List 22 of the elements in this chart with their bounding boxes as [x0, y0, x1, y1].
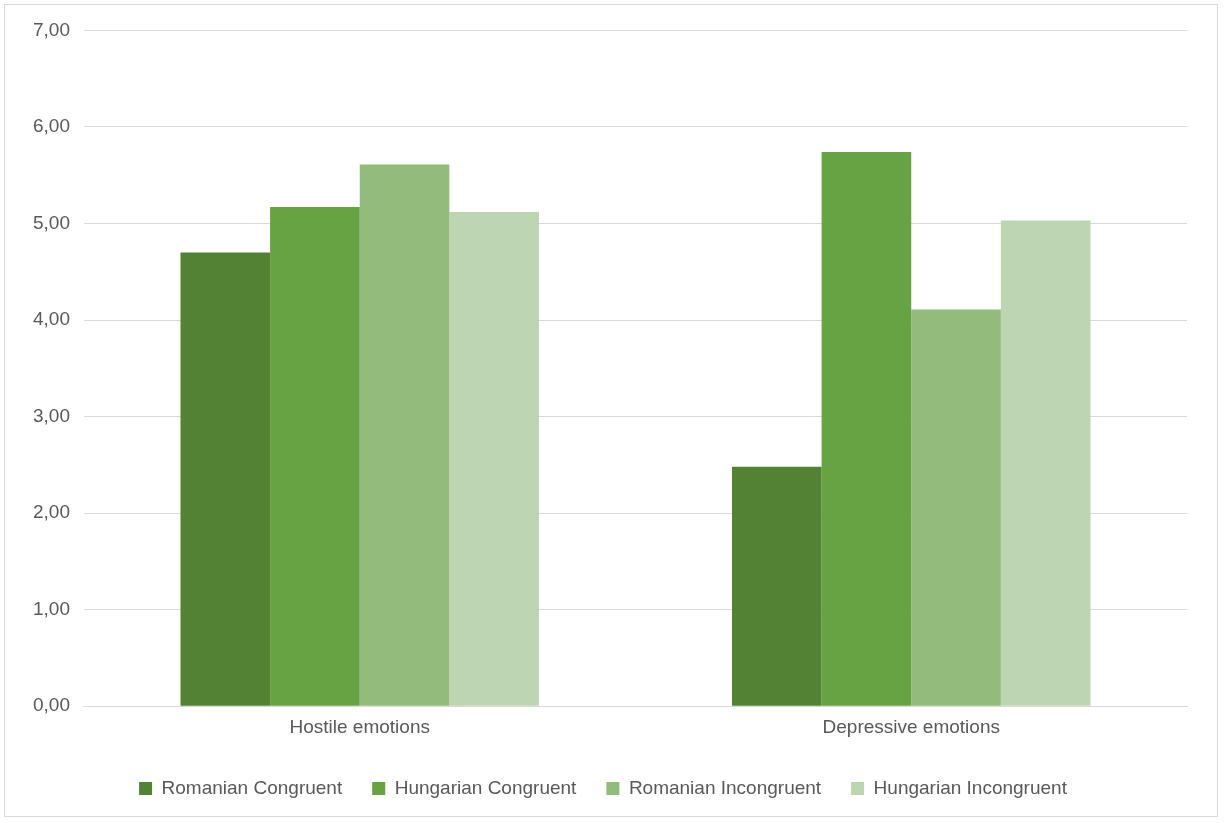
bar	[180, 252, 271, 706]
bar	[449, 211, 539, 706]
legend-label: Romanian Incongruent	[628, 776, 822, 798]
bar	[1000, 220, 1091, 706]
bar	[911, 309, 1001, 706]
y-tick-label: 3,00	[33, 404, 70, 426]
bar	[732, 466, 822, 706]
bar	[821, 152, 912, 706]
y-tick-label: 7,00	[33, 18, 70, 40]
y-tick-label: 1,00	[33, 597, 70, 619]
bar	[270, 207, 360, 706]
legend-label: Romanian Congruent	[161, 776, 343, 798]
y-tick-label: 4,00	[33, 308, 70, 330]
legend-label: Hungarian Incongruent	[873, 776, 1068, 798]
y-tick-label: 0,00	[33, 694, 70, 716]
legend-label: Hungarian Congruent	[394, 776, 578, 798]
bar	[359, 164, 450, 706]
y-tick-label: 2,00	[33, 501, 70, 523]
x-tick-label: Depressive emotions	[822, 715, 1000, 737]
x-tick-label: Hostile emotions	[289, 715, 430, 737]
y-tick-label: 5,00	[33, 211, 70, 233]
y-tick-label: 6,00	[33, 115, 70, 137]
